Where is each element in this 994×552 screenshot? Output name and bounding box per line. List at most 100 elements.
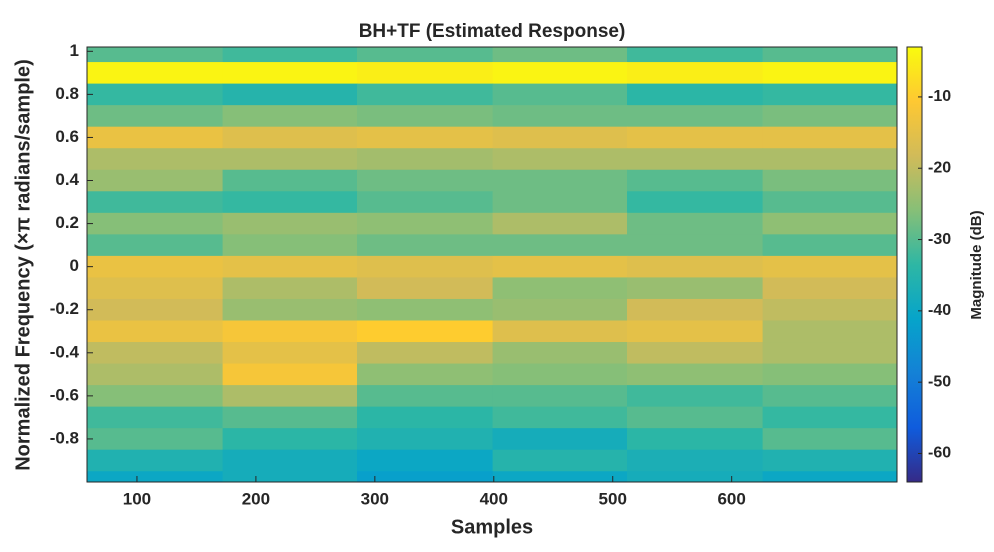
heatmap-cell: [492, 406, 628, 429]
heatmap-cell: [627, 191, 764, 214]
heatmap-cell: [357, 298, 494, 321]
heatmap-cell: [357, 47, 494, 63]
heatmap-cell: [627, 83, 764, 106]
heatmap-cell: [492, 298, 628, 321]
colorbar-label: Magnitude (dB): [968, 210, 985, 319]
heatmap-cell: [762, 320, 898, 343]
heatmap-cell: [492, 212, 628, 235]
heatmap-cell: [762, 385, 898, 408]
x-tick-label: 400: [480, 489, 508, 508]
heatmap-cell: [222, 105, 358, 128]
heatmap-cell: [87, 363, 224, 386]
heatmap-cell: [357, 191, 494, 214]
heatmap-cell: [627, 62, 764, 85]
colorbar-tick-label: -60: [928, 445, 951, 462]
colorbar-tick-label: -10: [928, 88, 951, 105]
heatmap-cell: [492, 363, 628, 386]
heatmap-cell: [627, 385, 764, 408]
heatmap-cell: [87, 191, 224, 214]
y-tick-label: 0.2: [55, 213, 79, 232]
heatmap-cell: [762, 105, 898, 128]
heatmap-cell: [492, 320, 628, 343]
x-tick-label: 600: [717, 489, 745, 508]
colorbar-tick-label: -50: [928, 373, 951, 390]
heatmap-cell: [222, 406, 358, 429]
heatmap-cell: [762, 191, 898, 214]
heatmap-cell: [357, 62, 494, 85]
heatmap-cell: [627, 406, 764, 429]
heatmap-cell: [87, 385, 224, 408]
y-tick-label: 0: [70, 256, 79, 275]
heatmap-cell: [762, 169, 898, 192]
heatmap-cell: [627, 126, 764, 149]
heatmap-cell: [357, 320, 494, 343]
heatmap-cell: [492, 449, 628, 472]
heatmap-cell: [762, 363, 898, 386]
heatmap-cell: [492, 385, 628, 408]
heatmap-cell: [87, 126, 224, 149]
heatmap-cell: [492, 126, 628, 149]
colorbar-tick-label: -20: [928, 159, 951, 176]
heatmap-cell: [627, 277, 764, 300]
heatmap-cell: [357, 105, 494, 128]
heatmap-cell: [222, 126, 358, 149]
heatmap-cell: [357, 148, 494, 171]
heatmap-cell: [222, 83, 358, 106]
heatmap-cell: [762, 62, 898, 85]
y-tick-label: 0.8: [55, 84, 79, 103]
heatmap-cell: [492, 471, 628, 483]
heatmap-cell: [762, 255, 898, 278]
heatmap-cell: [222, 342, 358, 365]
x-tick-label: 500: [599, 489, 627, 508]
colorbar: [906, 46, 923, 483]
heatmap-cell: [627, 105, 764, 128]
heatmap-cell: [357, 449, 494, 472]
heatmap-cell: [87, 449, 224, 472]
heatmap-cell: [762, 83, 898, 106]
heatmap-cell: [492, 191, 628, 214]
heatmap-cell: [357, 277, 494, 300]
heatmap-cell: [87, 47, 224, 63]
heatmap-cell: [627, 255, 764, 278]
heatmap-cell: [762, 234, 898, 257]
heatmap-cell: [492, 148, 628, 171]
colorbar-tick-label: -30: [928, 231, 951, 248]
heatmap-cell: [222, 298, 358, 321]
y-tick-label: -0.2: [50, 299, 79, 318]
heatmap-cell: [222, 428, 358, 451]
heatmap-cell: [762, 277, 898, 300]
y-tick-label: 1: [70, 41, 79, 60]
heatmap-cell: [627, 298, 764, 321]
x-tick-label: 100: [123, 489, 151, 508]
heatmap-cell: [492, 47, 628, 63]
heatmap-cell: [222, 471, 358, 483]
heatmap-cell: [492, 428, 628, 451]
y-tick-label: -0.6: [50, 385, 79, 404]
heatmap-cell: [87, 62, 224, 85]
heatmap-cell: [222, 148, 358, 171]
heatmap-cell: [222, 234, 358, 257]
heatmap-cell: [357, 212, 494, 235]
heatmap-cell: [492, 342, 628, 365]
heatmap-cell: [627, 169, 764, 192]
heatmap-cell: [222, 62, 358, 85]
heatmap-cell: [762, 126, 898, 149]
heatmap-cell: [357, 385, 494, 408]
heatmap-cell: [627, 363, 764, 386]
heatmap-cell: [492, 277, 628, 300]
x-tick-label: 200: [242, 489, 270, 508]
heatmap-cell: [627, 320, 764, 343]
heatmap-cell: [87, 105, 224, 128]
heatmap-cell: [357, 428, 494, 451]
heatmap-cell: [357, 255, 494, 278]
heatmap-cell: [87, 320, 224, 343]
heatmap-cell: [627, 342, 764, 365]
heatmap-cell: [222, 191, 358, 214]
heatmap-cell: [762, 428, 898, 451]
heatmap-cell: [492, 169, 628, 192]
heatmap-cell: [87, 471, 224, 483]
heatmap-cell: [762, 406, 898, 429]
y-tick-label: 0.6: [55, 127, 79, 146]
heatmap-cell: [357, 83, 494, 106]
